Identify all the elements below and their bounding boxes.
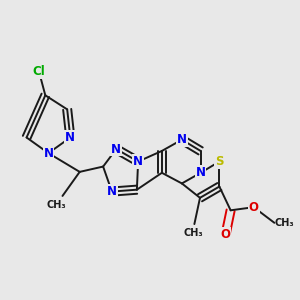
Text: N: N: [177, 133, 187, 146]
Text: CH₃: CH₃: [46, 200, 66, 210]
Text: CH₃: CH₃: [274, 218, 294, 228]
Text: Cl: Cl: [33, 65, 45, 78]
Text: CH₃: CH₃: [183, 228, 203, 238]
Text: N: N: [44, 147, 53, 160]
Text: O: O: [249, 201, 259, 214]
Text: N: N: [196, 166, 206, 179]
Text: O: O: [220, 228, 231, 241]
Text: S: S: [215, 155, 224, 168]
Text: N: N: [111, 142, 121, 156]
Text: N: N: [133, 155, 143, 168]
Text: N: N: [65, 131, 75, 144]
Text: N: N: [107, 185, 117, 198]
